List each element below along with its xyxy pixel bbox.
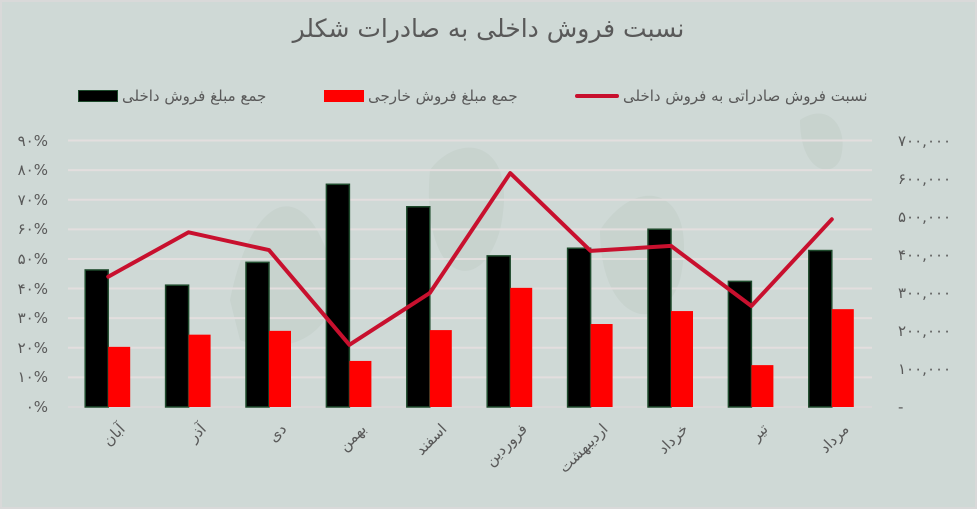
bar-domestic	[808, 249, 833, 408]
bar-foreign	[590, 324, 613, 407]
right-tick: ۵۰۰,۰۰۰	[898, 208, 952, 226]
bar-domestic	[84, 269, 109, 408]
bar-domestic	[164, 284, 190, 408]
left-tick: ۴۰%	[17, 280, 48, 298]
legend-label-ratio: نسبت فروش صادراتی به فروش داخلی	[623, 87, 868, 105]
left-tick: ۸۰%	[17, 161, 48, 179]
bars	[84, 183, 854, 408]
bar-domestic	[647, 228, 672, 408]
bar-foreign	[108, 346, 131, 407]
legend-item-domestic: جمع مبلغ فروش داخلی	[78, 86, 266, 106]
legend-swatch-red-bar-icon	[324, 90, 364, 102]
bar-foreign	[751, 365, 774, 407]
right-tick: ۱۰۰,۰۰۰	[898, 360, 952, 378]
bar-foreign	[349, 360, 372, 407]
legend-item-foreign: جمع مبلغ فروش خارجی	[324, 86, 518, 106]
bar-foreign	[671, 311, 693, 407]
right-tick: ۴۰۰,۰۰۰	[898, 246, 952, 264]
left-tick: ۹۰%	[17, 132, 48, 150]
left-tick: ۱۰%	[17, 368, 48, 386]
bar-domestic	[566, 247, 592, 408]
legend-swatch-black-bar-icon	[78, 90, 118, 102]
chart-title: نسبت فروش داخلی به صادرات شکلر	[292, 14, 685, 43]
right-tick: -	[898, 398, 904, 416]
left-tick: ۵۰%	[17, 250, 48, 268]
bar-domestic	[727, 280, 753, 408]
left-tick: ۷۰%	[17, 191, 48, 209]
right-tick: ۳۰۰,۰۰۰	[898, 284, 952, 302]
legend-item-ratio: نسبت فروش صادراتی به فروش داخلی	[575, 86, 868, 106]
legend-label-foreign: جمع مبلغ فروش خارجی	[368, 87, 518, 105]
bar-foreign	[510, 287, 533, 407]
left-tick: ۰%	[25, 398, 48, 416]
ratio-line	[106, 171, 834, 347]
bar-domestic	[325, 183, 351, 408]
bar-domestic	[486, 255, 511, 408]
right-tick: ۷۰۰,۰۰۰	[898, 132, 952, 150]
bar-foreign	[188, 334, 211, 407]
bar-foreign	[269, 330, 291, 407]
legend-swatch-line-icon	[575, 94, 619, 98]
right-tick: ۲۰۰,۰۰۰	[898, 322, 952, 340]
bar-foreign	[429, 330, 452, 407]
bar-domestic	[245, 261, 270, 408]
legend-label-domestic: جمع مبلغ فروش داخلی	[122, 87, 267, 105]
bar-foreign	[831, 309, 854, 407]
left-tick: ۳۰%	[17, 309, 48, 327]
left-tick: ۶۰%	[17, 220, 48, 238]
right-tick: ۶۰۰,۰۰۰	[898, 170, 952, 188]
left-tick: ۲۰%	[17, 339, 48, 357]
